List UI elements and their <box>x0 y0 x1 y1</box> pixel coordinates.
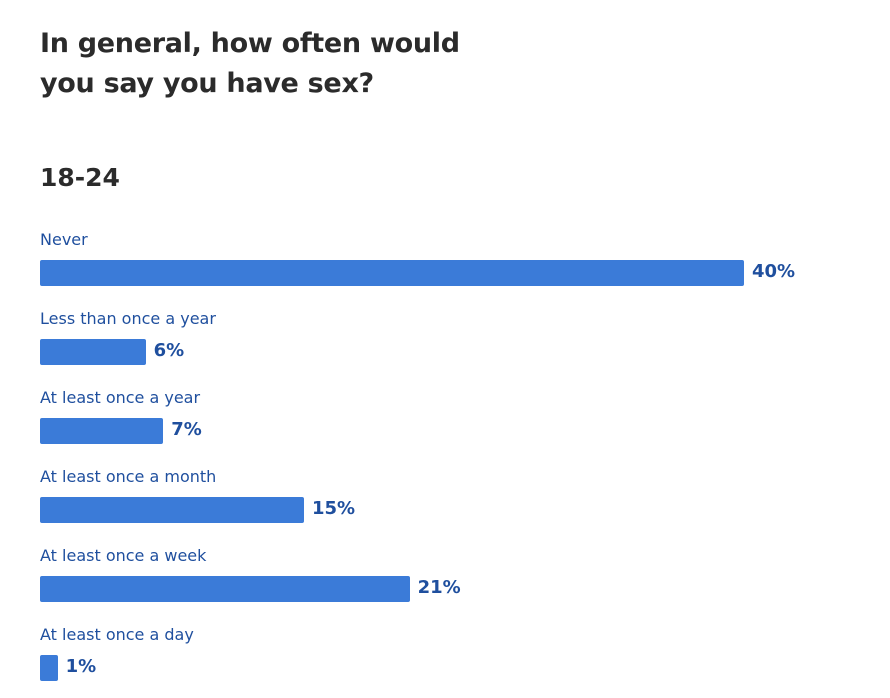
value-label: 40% <box>752 261 796 282</box>
bar <box>40 418 164 444</box>
value-label: 7% <box>171 419 202 440</box>
bar <box>40 497 304 523</box>
category-label: At least once a month <box>40 467 217 486</box>
bar <box>40 260 744 286</box>
chart-title: In general, how often would you say you … <box>40 28 460 99</box>
value-label: 6% <box>153 340 185 361</box>
value-label: 15% <box>312 498 356 519</box>
category-label: Never <box>40 230 88 249</box>
category-label: Less than once a year <box>40 309 216 328</box>
value-label: 1% <box>65 656 97 677</box>
category-label: At least once a day <box>40 625 194 644</box>
bar <box>40 576 410 602</box>
value-label: 21% <box>417 577 461 598</box>
bar <box>40 655 58 681</box>
bar <box>40 339 146 365</box>
category-label: At least once a year <box>40 388 201 407</box>
category-label: At least once a week <box>40 546 207 565</box>
chart-subtitle: 18-24 <box>40 163 120 192</box>
